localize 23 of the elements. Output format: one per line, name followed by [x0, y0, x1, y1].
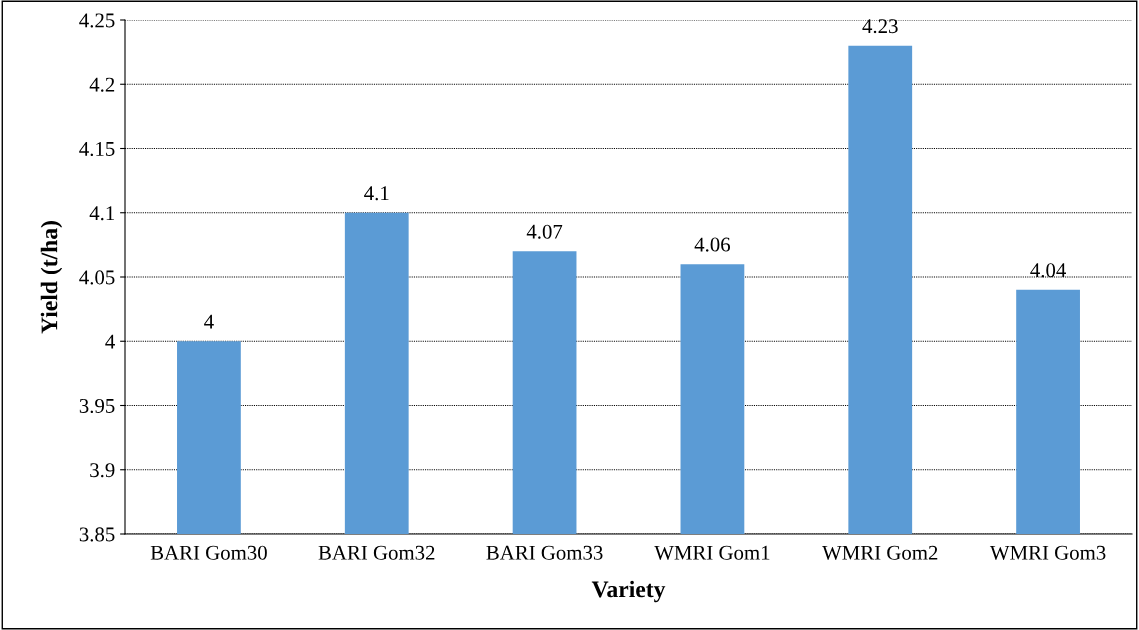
y-tick-label: 4.15 — [79, 141, 115, 157]
x-tick-label: BARI Gom30 — [150, 545, 267, 560]
x-tick-label: WMRI Gom2 — [822, 545, 938, 560]
y-tick-label: 4.1 — [89, 206, 115, 221]
data-label: 4.1 — [364, 186, 389, 201]
x-tick-label: WMRI Gom3 — [989, 545, 1106, 560]
data-label: 4.23 — [862, 19, 898, 34]
x-tick-label: BARI Gom33 — [486, 545, 603, 560]
x-tick-label: BARI Gom32 — [318, 545, 435, 560]
data-label: 4 — [204, 314, 214, 329]
data-label: 4.06 — [694, 237, 731, 252]
x-axis-title: Variety — [591, 580, 666, 603]
y-tick-label: 4 — [105, 334, 115, 349]
x-tick-label: WMRI Gom1 — [654, 545, 770, 560]
y-tick-label: 3.85 — [79, 527, 115, 542]
y-tick-label: 3.95 — [79, 398, 115, 414]
y-tick-label: 4.25 — [79, 13, 115, 28]
y-tick-label: 3.9 — [90, 463, 115, 478]
y-tick-label: 4.2 — [89, 77, 115, 92]
y-tick-label: 4.05 — [79, 270, 115, 285]
data-label: 4.04 — [1030, 263, 1066, 278]
data-label: 4.07 — [526, 224, 563, 239]
y-axis-title: Yield (t/ha) — [40, 221, 63, 334]
